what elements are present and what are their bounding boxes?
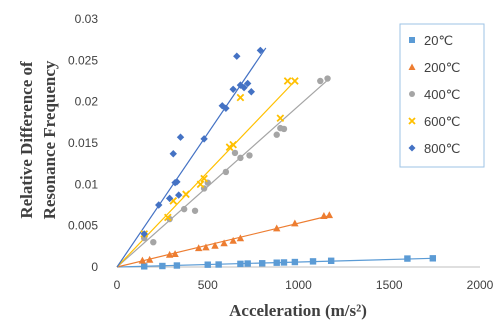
legend-marker-20c xyxy=(409,37,415,43)
y-tick-label: 0.015 xyxy=(68,136,98,150)
data-point-200c xyxy=(220,239,228,247)
x-tick-label: 1500 xyxy=(376,278,403,292)
data-point-800c xyxy=(155,201,163,209)
y-tick-label: 0.02 xyxy=(75,95,99,109)
data-point-200c xyxy=(194,244,203,252)
data-point-400c xyxy=(280,125,288,133)
x-tick-label: 500 xyxy=(198,278,218,292)
data-point-400c xyxy=(231,149,239,157)
y-tick-label: 0.03 xyxy=(75,12,99,26)
x-tick-label: 0 xyxy=(114,278,121,292)
data-point-20c xyxy=(141,263,148,270)
data-point-200c xyxy=(229,236,237,244)
data-point-800c xyxy=(200,135,208,143)
data-point-800c xyxy=(165,194,174,203)
legend-marker-800c xyxy=(408,144,416,152)
data-point-600c xyxy=(276,114,285,123)
data-point-800c xyxy=(176,133,185,141)
data-point-400c xyxy=(317,77,324,85)
legend-label-200c: 200℃ xyxy=(424,60,460,75)
data-point-800c xyxy=(222,104,230,112)
data-point-200c xyxy=(138,256,147,264)
data-point-800c xyxy=(175,191,183,199)
data-point-800c xyxy=(256,46,265,55)
data-point-20c xyxy=(327,257,335,264)
data-point-20c xyxy=(404,255,411,262)
data-point-400c xyxy=(191,207,199,214)
data-point-600c xyxy=(163,213,172,222)
legend-label-20c: 20℃ xyxy=(424,33,453,48)
data-point-200c xyxy=(273,224,281,232)
y-axis-title-line-2: Resonance Frequency xyxy=(40,60,59,219)
data-point-20c xyxy=(259,260,266,267)
data-point-600c xyxy=(200,174,208,183)
data-point-200c xyxy=(320,212,328,219)
data-point-600c xyxy=(196,180,205,189)
data-point-20c xyxy=(244,260,251,267)
y-axis-title-line-1: Relative Difference of xyxy=(17,61,36,219)
y-tick-label: 0 xyxy=(91,260,98,274)
data-point-400c xyxy=(222,168,230,176)
y-tick-label: 0.01 xyxy=(75,177,99,191)
data-point-400c xyxy=(246,152,253,159)
data-point-20c xyxy=(173,262,181,269)
data-point-200c xyxy=(171,250,179,257)
y-tick-label: 0.025 xyxy=(68,53,98,67)
data-point-800c xyxy=(233,52,241,60)
data-point-800c xyxy=(247,88,256,96)
data-point-20c xyxy=(237,260,244,268)
x-tick-label: 2000 xyxy=(467,278,494,292)
data-point-20c xyxy=(429,255,437,262)
data-point-20c xyxy=(204,261,211,268)
data-point-400c xyxy=(324,75,331,82)
legend-marker-600c xyxy=(408,117,416,125)
legend: 20℃ 200℃ 400℃ 600℃ 800℃ xyxy=(399,23,485,168)
x-tick-label: 1000 xyxy=(285,278,312,292)
data-point-400c xyxy=(273,131,280,138)
data-point-200c xyxy=(145,255,154,263)
data-point-600c xyxy=(229,140,237,149)
y-tick-label: 0.005 xyxy=(68,219,98,233)
data-point-20c xyxy=(291,258,299,266)
data-point-20c xyxy=(309,258,317,265)
trendlines xyxy=(116,47,433,268)
data-point-800c xyxy=(240,83,248,92)
data-points xyxy=(138,46,437,270)
data-point-20c xyxy=(215,261,222,268)
data-point-20c xyxy=(159,262,166,270)
legend-label-800c: 800℃ xyxy=(424,141,460,156)
data-point-20c xyxy=(273,259,280,266)
x-axis-title: Acceleration (m/s²) xyxy=(229,301,367,320)
data-point-800c xyxy=(169,150,177,158)
legend-marker-200c xyxy=(408,63,416,70)
data-point-200c xyxy=(325,211,334,219)
legend-label-400c: 400℃ xyxy=(424,87,460,102)
data-point-200c xyxy=(291,219,299,227)
data-point-800c xyxy=(140,230,148,238)
data-point-200c xyxy=(211,241,219,249)
data-point-600c xyxy=(283,77,292,85)
data-point-400c xyxy=(237,154,244,162)
data-point-400c xyxy=(150,239,157,246)
legend-label-600c: 600℃ xyxy=(424,114,460,129)
data-point-600c xyxy=(182,190,190,199)
tick-labels: 0 0.005 0.01 0.015 0.02 0.025 0.03 0 500 1000 1500… xyxy=(68,12,494,292)
data-point-800c xyxy=(173,178,181,186)
data-point-200c xyxy=(236,234,245,242)
data-point-200c xyxy=(202,243,210,251)
data-point-400c xyxy=(180,205,188,213)
data-point-600c xyxy=(291,77,299,85)
data-point-800c xyxy=(229,85,237,93)
data-point-20c xyxy=(280,259,288,266)
data-point-600c xyxy=(236,93,245,102)
data-point-800c xyxy=(243,79,252,88)
data-point-200c xyxy=(165,250,174,258)
legend-marker-400c xyxy=(409,91,415,97)
